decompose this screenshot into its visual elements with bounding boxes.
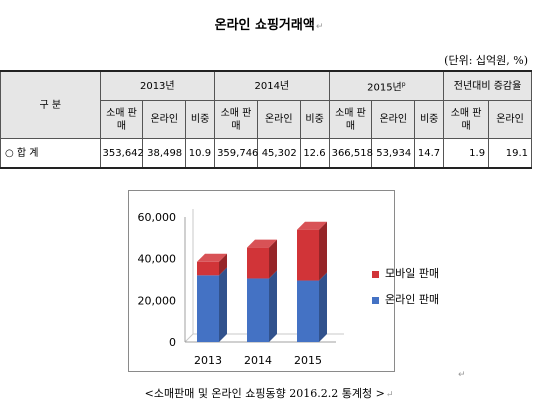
legend-swatch <box>372 296 379 304</box>
value-cell: 53,934 <box>371 138 416 169</box>
bar-2013-series-1-front <box>197 275 219 342</box>
subheader-cell: 비중 <box>414 100 445 139</box>
header-category: 구 분 <box>0 70 101 139</box>
bar-2015-top <box>297 221 327 230</box>
bar-2014-series-2-front <box>247 247 269 279</box>
paragraph-mark-icon: ↵ <box>458 370 466 380</box>
bar-2015-series-1-front <box>297 280 319 342</box>
header-year-2014: 2014년 <box>214 70 330 101</box>
document-title: 온라인 쇼핑거래액↵ <box>214 18 324 33</box>
x-tick-label-2013: 2013 <box>194 354 222 367</box>
header-year-2015: 2015년p <box>328 70 445 101</box>
value-cell: 366,518 <box>328 138 373 169</box>
subheader-cell: 비중 <box>185 100 216 139</box>
y-tick-label: 60,000 <box>138 211 177 224</box>
subheader-cell: 온라인 <box>488 100 532 139</box>
header-year-2013: 2013년 <box>99 70 216 101</box>
bar-2013-series-2-side <box>219 253 227 276</box>
floor-edge-line <box>184 333 194 343</box>
bar-2013-top <box>197 253 227 262</box>
value-cell: 353,642 <box>99 138 144 169</box>
value-cell: 14.7 <box>414 138 445 169</box>
bar-2014-series-1-side <box>269 270 277 342</box>
legend-label: 모바일 판매 <box>385 267 440 280</box>
value-cell: 45,302 <box>256 138 301 169</box>
y-tick-label: 20,000 <box>138 294 177 307</box>
subheader-cell: 온라인 <box>256 100 301 139</box>
bar-2013-series-2-front <box>197 261 219 276</box>
subheader-cell: 소매 판매 <box>214 100 258 139</box>
y-tick-label: 40,000 <box>138 253 177 266</box>
subheader-cell: 온라인 <box>142 100 187 139</box>
value-cell: 1.9 <box>443 138 490 169</box>
header-yoy-change: 전년대비 증감율 <box>443 70 532 101</box>
source-caption: <소매판매 및 온라인 쇼핑동향 2016.2.2 통계청 >↵ <box>144 387 394 400</box>
stacked-bar-chart: 0 20,000 40,000 60,000 2013 2014 2015 <box>138 209 344 367</box>
bar-2015-series-2-side <box>319 221 327 281</box>
subheader-cell: 온라인 <box>371 100 416 139</box>
stats-table: 구 분 2013년 2014년 2015년p 전년대비 증감율 소매 판매 온라인… <box>0 70 532 169</box>
legend-item: 모바일 판매 <box>372 265 439 281</box>
bar-2014-series-2-side <box>269 239 277 279</box>
legend-swatch <box>372 270 379 278</box>
subheader-cell: 소매 판매 <box>99 100 144 139</box>
subheader-cell: 비중 <box>299 100 330 139</box>
value-cell: 38,498 <box>142 138 187 169</box>
value-cell: 12.6 <box>299 138 330 169</box>
subheader-cell: 소매 판매 <box>443 100 490 139</box>
value-cell: 19.1 <box>488 138 532 169</box>
value-cell: 359,746 <box>214 138 258 169</box>
x-tick-label-2015: 2015 <box>294 354 322 367</box>
legend-item: 온라인 판매 <box>372 291 439 307</box>
x-tick-label-2014: 2014 <box>244 354 272 367</box>
bar-2015-series-1-side <box>319 272 327 342</box>
row-label-total: ○ 합 계 <box>0 138 101 169</box>
legend-label: 온라인 판매 <box>385 293 440 306</box>
unit-note: (단위: 십억원, %) <box>444 54 528 67</box>
value-cell: 10.9 <box>185 138 216 169</box>
bar-2013-series-1-side <box>219 267 227 342</box>
subheader-cell: 소매 판매 <box>328 100 373 139</box>
bar-2015-series-2-front <box>297 229 319 281</box>
y-tick-label: 0 <box>169 336 176 349</box>
bar-2014-top <box>247 239 277 248</box>
bar-2014-series-1-front <box>247 278 269 342</box>
